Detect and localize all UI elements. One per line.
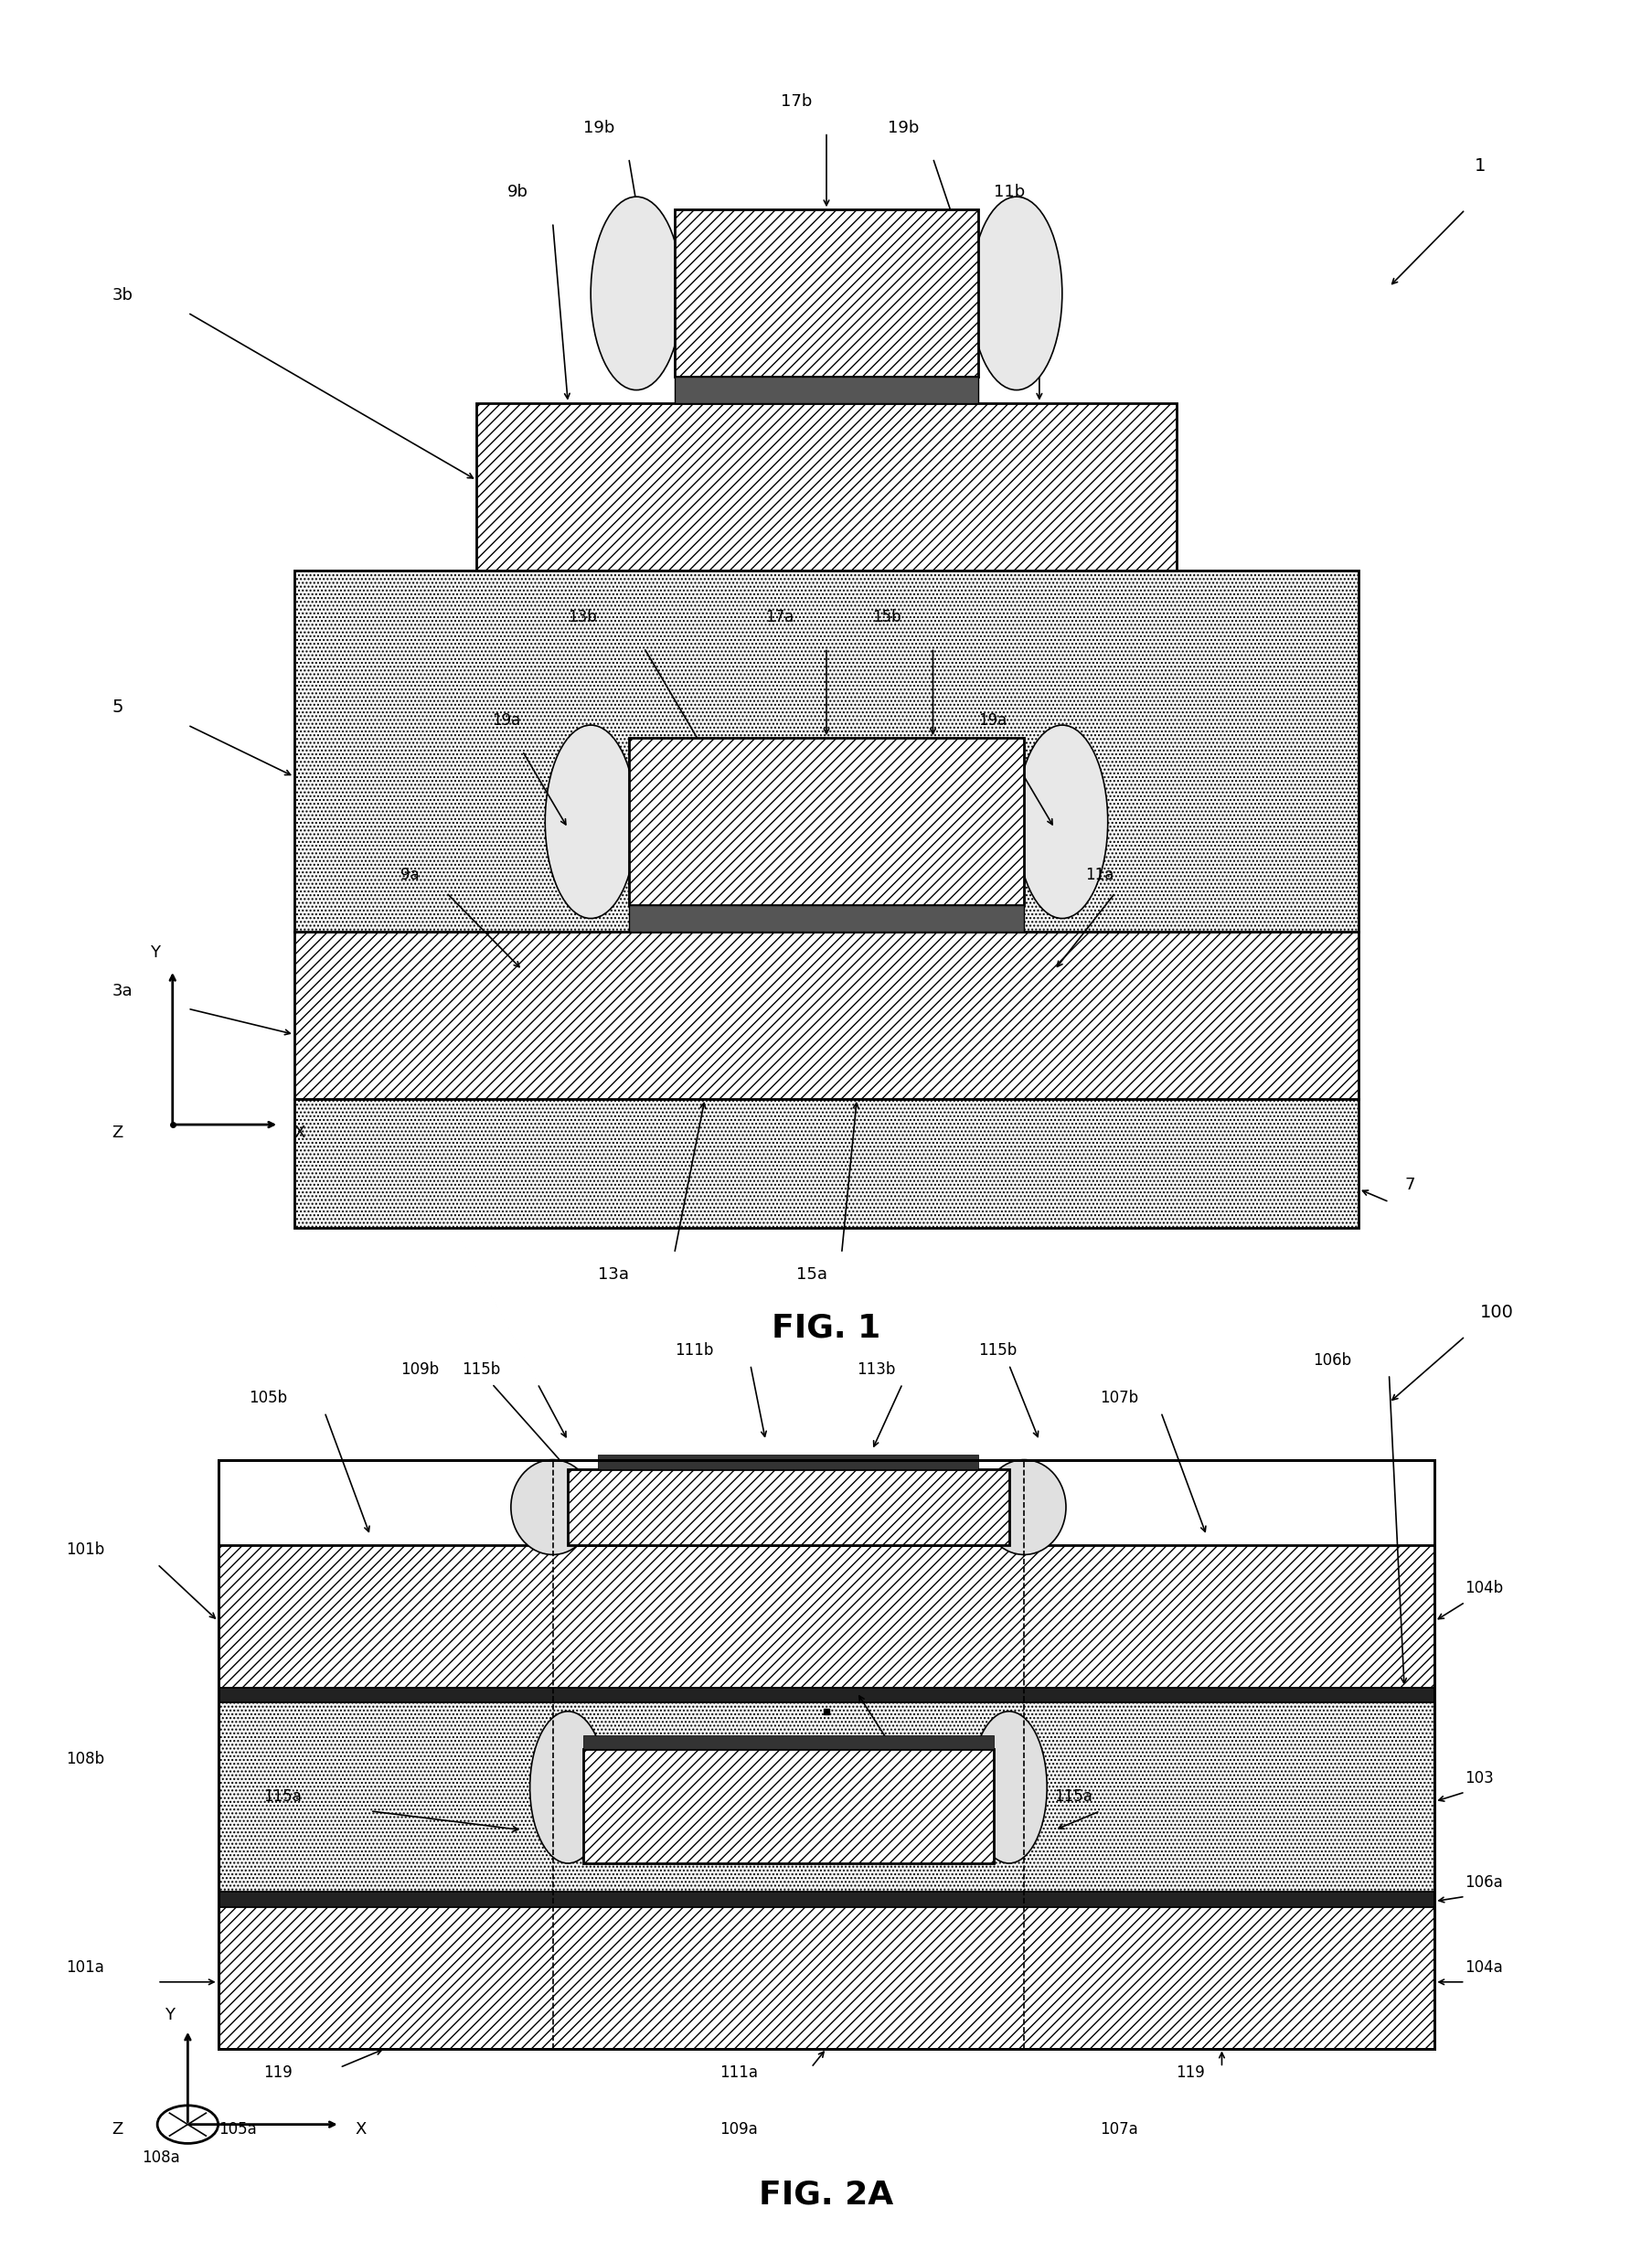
- Text: 119: 119: [264, 2064, 292, 2080]
- Bar: [294, 1099, 1358, 1228]
- Bar: [294, 570, 1358, 932]
- Text: 7: 7: [1404, 1176, 1414, 1194]
- Text: FIG. 1: FIG. 1: [771, 1314, 881, 1343]
- Bar: [598, 1456, 978, 1470]
- Bar: [583, 1734, 993, 1750]
- Text: 111b: 111b: [674, 1343, 712, 1359]
- Text: 115b: 115b: [978, 1343, 1016, 1359]
- Ellipse shape: [970, 197, 1062, 391]
- Text: FIG. 2A: FIG. 2A: [758, 2180, 894, 2209]
- Text: 104b: 104b: [1464, 1580, 1503, 1596]
- Text: 115b: 115b: [461, 1361, 501, 1377]
- Text: Y: Y: [150, 945, 160, 961]
- Text: X: X: [355, 2121, 367, 2137]
- Text: 101b: 101b: [66, 1542, 104, 1558]
- Bar: [218, 1703, 1434, 1892]
- Text: 105a: 105a: [218, 2121, 256, 2137]
- Ellipse shape: [590, 197, 682, 391]
- Bar: [628, 907, 1024, 932]
- Text: 13b: 13b: [568, 608, 596, 626]
- Bar: [583, 1750, 993, 1863]
- Bar: [218, 1544, 1434, 1687]
- Text: 107a: 107a: [1100, 2121, 1138, 2137]
- Text: 109a: 109a: [720, 2121, 758, 2137]
- Text: 19b: 19b: [583, 120, 615, 136]
- Text: 17a: 17a: [765, 608, 793, 626]
- Text: Y: Y: [165, 2008, 175, 2024]
- Text: 117: 117: [856, 1741, 885, 1757]
- Bar: [568, 1470, 1008, 1544]
- Text: 100: 100: [1480, 1305, 1513, 1320]
- Ellipse shape: [545, 726, 636, 918]
- Text: 106b: 106b: [1312, 1352, 1351, 1368]
- Text: 113a: 113a: [613, 1741, 651, 1757]
- Text: 104a: 104a: [1464, 1960, 1502, 1976]
- Text: 15a: 15a: [796, 1266, 826, 1282]
- Ellipse shape: [510, 1461, 595, 1556]
- Text: 103: 103: [1464, 1770, 1493, 1786]
- Text: 19b: 19b: [887, 120, 919, 136]
- Text: 3b: 3b: [112, 287, 132, 303]
- Ellipse shape: [1016, 726, 1107, 918]
- Ellipse shape: [530, 1712, 606, 1863]
- Ellipse shape: [970, 1712, 1046, 1863]
- Bar: [218, 1687, 1434, 1703]
- Text: 106a: 106a: [1464, 1874, 1502, 1890]
- Text: 1: 1: [1474, 158, 1485, 174]
- Text: 19a: 19a: [492, 712, 520, 728]
- Bar: [476, 402, 1176, 570]
- Text: 107b: 107b: [1100, 1391, 1138, 1406]
- Text: X: X: [294, 1124, 306, 1142]
- Text: 109b: 109b: [400, 1361, 439, 1377]
- Text: 101a: 101a: [66, 1960, 104, 1976]
- Text: 115a: 115a: [264, 1788, 302, 1804]
- Bar: [674, 378, 978, 402]
- Text: 119: 119: [1176, 2064, 1204, 2080]
- Bar: [218, 1892, 1434, 1906]
- Text: 115a: 115a: [1054, 1788, 1092, 1804]
- Text: 108b: 108b: [66, 1750, 104, 1768]
- Bar: [218, 1461, 1434, 2048]
- Ellipse shape: [981, 1461, 1066, 1556]
- Bar: [218, 1906, 1434, 2048]
- Text: 11a: 11a: [1084, 866, 1113, 884]
- Bar: [628, 737, 1024, 907]
- Text: 11b: 11b: [993, 183, 1024, 201]
- Bar: [294, 932, 1358, 1099]
- Text: 13a: 13a: [598, 1266, 629, 1282]
- Text: 9a: 9a: [400, 866, 420, 884]
- Bar: [218, 1461, 1434, 2048]
- Text: 5: 5: [112, 699, 124, 717]
- Text: 15b: 15b: [872, 608, 900, 626]
- Text: 108a: 108a: [142, 2150, 180, 2166]
- Text: Z: Z: [112, 1124, 122, 1142]
- Text: 3a: 3a: [112, 984, 132, 999]
- Bar: [674, 210, 978, 378]
- Text: 17b: 17b: [780, 93, 811, 111]
- Text: 113b: 113b: [856, 1361, 895, 1377]
- Text: 9b: 9b: [507, 183, 529, 201]
- Text: 105b: 105b: [248, 1391, 287, 1406]
- Text: 19a: 19a: [978, 712, 1006, 728]
- Text: Z: Z: [112, 2121, 122, 2137]
- Text: 111a: 111a: [720, 2064, 758, 2080]
